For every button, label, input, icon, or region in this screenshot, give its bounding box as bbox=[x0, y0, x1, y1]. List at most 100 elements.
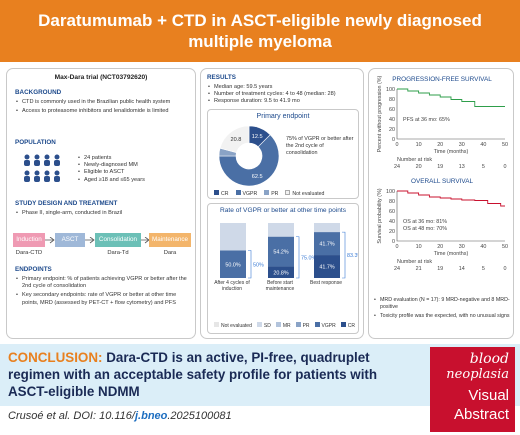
bracket-label: 75.0% bbox=[301, 255, 316, 261]
legend-item: CR bbox=[340, 322, 355, 329]
results-list: Median age: 59.5 years Number of treatme… bbox=[207, 84, 362, 106]
legend-cr: CR bbox=[214, 190, 229, 197]
endpoint-item: Primary endpoint: % of patients achievin… bbox=[15, 276, 193, 290]
km-ytick: 80 bbox=[389, 199, 395, 205]
other-timepoints-title: Rate of VGPR or better at other time poi… bbox=[219, 207, 347, 214]
legend-not-evaluated: Not evaluated bbox=[285, 190, 324, 197]
flow-arrows bbox=[45, 237, 149, 244]
km-xtick: 30 bbox=[459, 142, 465, 148]
logo-neoplasia: neoplasia bbox=[446, 367, 509, 382]
legend-item: SD bbox=[256, 322, 271, 329]
bar-group-label: Best response bbox=[310, 280, 342, 286]
km-xtick: 50 bbox=[502, 244, 508, 250]
blood-neoplasia-logo: blood neoplasia Visual Abstract bbox=[430, 347, 515, 432]
background-item: Access to proteasome inhibitors and lena… bbox=[15, 108, 191, 115]
design-heading: STUDY DESIGN AND TREATMENT bbox=[15, 200, 118, 207]
results-item: Number of treatment cycles: 4 to 48 (med… bbox=[207, 91, 362, 98]
km-xtick: 50 bbox=[502, 142, 508, 148]
donut-value-label: 62.5 bbox=[252, 174, 263, 180]
bracket bbox=[296, 236, 300, 279]
survival-note: MRD evaluation (N = 17): 9 MRD-negative … bbox=[373, 297, 513, 311]
trial-title: Max-Dara trial (NCT03792620) bbox=[54, 74, 148, 81]
legend-item: PR bbox=[295, 322, 310, 329]
km-ytick: 0 bbox=[392, 137, 395, 143]
km-axes bbox=[396, 89, 505, 140]
bracket-label: 50% bbox=[253, 262, 264, 268]
km-xtick: 0 bbox=[396, 142, 399, 148]
bracket bbox=[342, 231, 346, 279]
bar-segment-cr bbox=[314, 255, 340, 278]
bracket-label: 83.3% bbox=[347, 253, 358, 259]
bar-segment-other bbox=[220, 223, 246, 251]
endpoints-heading: ENDPOINTS bbox=[15, 266, 52, 273]
km-curve bbox=[397, 190, 505, 207]
legend-item: MR bbox=[275, 322, 291, 329]
km-at-risk-value: 21 bbox=[416, 266, 422, 272]
legend-vgpr: VGPR bbox=[235, 190, 257, 197]
km-at-risk-value: 19 bbox=[437, 266, 443, 272]
bar-value-cr: 41.7% bbox=[319, 265, 334, 271]
km-ytick: 20 bbox=[389, 127, 395, 133]
legend-pr: PR bbox=[264, 190, 278, 197]
population-item: Newly-diagnosed MM bbox=[77, 162, 191, 169]
bar-value-vgpr: 41.7% bbox=[319, 242, 334, 248]
conclusion-body: Dara-CTD is an active, PI-free, quadrupl… bbox=[8, 350, 378, 399]
conclusion-text: CONCLUSION: Dara-CTD is an active, PI-fr… bbox=[8, 349, 418, 400]
results-item: Median age: 59.5 years bbox=[207, 84, 362, 91]
flow-maintenance-sub: Dara bbox=[163, 250, 177, 256]
survival-note: Toxicity profile was the expected, with … bbox=[373, 313, 513, 320]
primary-endpoint-box: Primary endpoint 12.5 62.5 20.8 75% of VGP… bbox=[207, 109, 359, 199]
km-ytick: 60 bbox=[389, 107, 395, 113]
results-item: Response duration: 9.5 to 41.9 mo bbox=[207, 98, 362, 105]
km-xtick: 20 bbox=[437, 142, 443, 148]
primary-endpoint-title: Primary endpoint bbox=[256, 113, 310, 120]
km-title: OVERALL SURVIVAL bbox=[411, 178, 473, 185]
bar-segment-vgpr bbox=[220, 250, 246, 278]
endpoints-list: Primary endpoint: % of patients achievin… bbox=[15, 276, 193, 309]
citation-journal: j.bneo bbox=[134, 410, 168, 422]
km-at-risk-value: 14 bbox=[459, 266, 465, 272]
km-at-risk-value: 13 bbox=[459, 164, 465, 170]
km-xtick: 10 bbox=[416, 244, 422, 250]
km-ytick: 0 bbox=[392, 239, 395, 245]
km-xlabel: Time (months) bbox=[434, 251, 469, 257]
bar-legend: Not evaluated SD MR PR VGPR CR bbox=[214, 322, 358, 329]
km-ytick: 100 bbox=[386, 87, 395, 93]
background-heading: BACKGROUND bbox=[15, 89, 62, 96]
km-at-risk-value: 19 bbox=[437, 164, 443, 170]
donut-value-label: 12.5 bbox=[252, 134, 263, 140]
km-ytick: 40 bbox=[389, 117, 395, 123]
title-line-2: multiple myeloma bbox=[188, 32, 332, 51]
endpoint-item: Key secondary endpoints: rate of VGPR or… bbox=[15, 292, 193, 306]
km-annotation: PFS at 36 mo: 65% bbox=[403, 117, 450, 123]
bar-group-label: Before start maintenance bbox=[265, 280, 295, 292]
flow-induction: Induction bbox=[13, 233, 45, 247]
bar-value-cr: 20.8% bbox=[273, 270, 288, 276]
title-line-1: Daratumumab + CTD in ASCT-eligible newly… bbox=[38, 11, 482, 30]
km-xtick: 30 bbox=[459, 244, 465, 250]
bar-segment-cr bbox=[268, 266, 294, 278]
donut-chart: 12.5 62.5 20.8 bbox=[218, 125, 280, 187]
bar-segment-other bbox=[268, 223, 294, 237]
design-item: Phase II, single-arm, conducted in Brazi… bbox=[15, 210, 191, 217]
km-xtick: 40 bbox=[480, 142, 486, 148]
conclusion-lead: CONCLUSION: bbox=[8, 350, 103, 365]
km-ytick: 80 bbox=[389, 97, 395, 103]
km-at-risk-label: Number at risk bbox=[397, 157, 432, 163]
km-xtick: 20 bbox=[437, 244, 443, 250]
legend-item: Not evaluated bbox=[214, 322, 252, 329]
km-annotation: OS at 48 mo: 70% bbox=[403, 226, 447, 232]
km-xlabel: Time (months) bbox=[434, 149, 469, 155]
logo-blood: blood bbox=[469, 351, 509, 367]
flow-induction-sub: Dara-CTD bbox=[15, 250, 43, 256]
survival-notes: MRD evaluation (N = 17): 9 MRD-negative … bbox=[373, 297, 513, 321]
background-list: CTD is commonly used in the Brazilian pu… bbox=[15, 99, 191, 117]
km-ytick: 60 bbox=[389, 209, 395, 215]
km-curve bbox=[397, 88, 505, 107]
km-at-risk-value: 0 bbox=[504, 164, 507, 170]
population-heading: POPULATION bbox=[15, 139, 56, 146]
survival-panel: PROGRESSION-FREE SURVIVAL 0 20 40 60 80 100 0 10… bbox=[368, 68, 514, 339]
people-icon bbox=[24, 154, 60, 182]
km-at-risk-value: 5 bbox=[482, 266, 485, 272]
